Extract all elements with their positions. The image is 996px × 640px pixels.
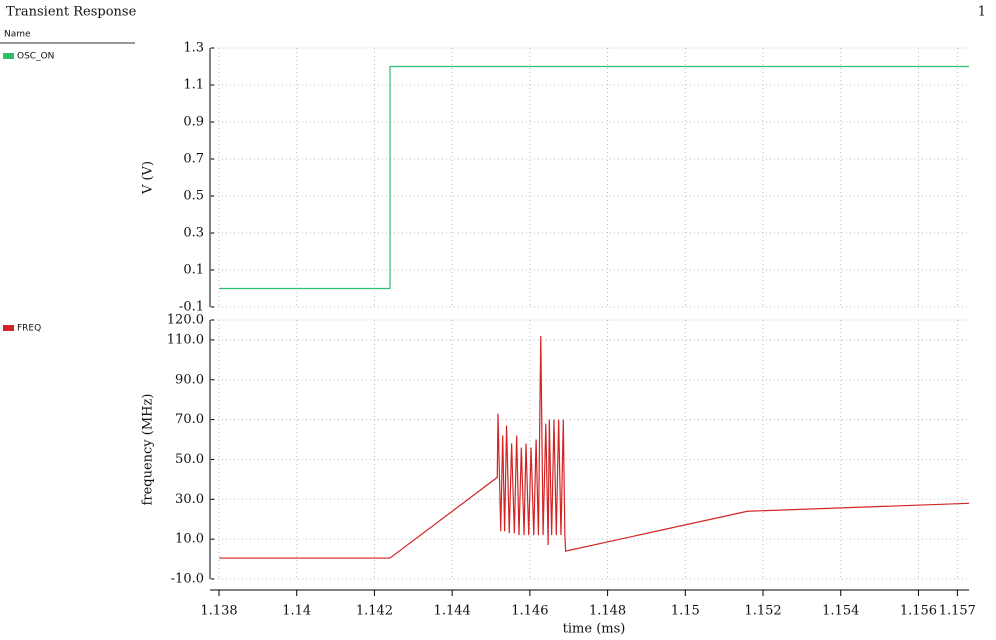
legend-label: FREQ: [17, 324, 41, 334]
series-line: [219, 65, 969, 290]
y-tick-label: 0.1: [183, 263, 204, 278]
window-title: Transient Response: [6, 5, 137, 20]
y-axis-title: V (V): [141, 161, 156, 195]
y-tick-label: 0.3: [183, 226, 204, 241]
legend-header: Name: [4, 30, 31, 40]
y-tick-label: 0.5: [183, 189, 204, 204]
legend-swatch: [3, 325, 14, 331]
x-axis-title: time (ms): [563, 622, 626, 637]
y-tick-label: -0.1: [179, 300, 204, 315]
x-tick-label: 1.144: [434, 604, 471, 619]
x-tick-label: 1.146: [511, 604, 548, 619]
legend-label: OSC_ON: [17, 52, 54, 62]
y-tick-label: 70.0: [175, 412, 204, 427]
y-tick-label: -10.0: [171, 572, 204, 587]
x-tick-label: 1.142: [356, 604, 393, 619]
x-tick-label: 1.15: [671, 604, 700, 619]
x-tick-label: 1.156: [900, 604, 937, 619]
y-axis-title: frequency (MHz): [141, 394, 156, 506]
x-tick-label: 1.157: [939, 604, 976, 619]
y-tick-label: 110.0: [167, 332, 204, 347]
x-tick-label: 1.154: [822, 604, 859, 619]
y-tick-label: 10.0: [175, 532, 204, 547]
y-tick-label: 1.1: [183, 78, 204, 93]
y-tick-label: 30.0: [175, 492, 204, 507]
y-tick-label: 0.7: [183, 152, 204, 167]
x-tick-label: 1.148: [589, 604, 626, 619]
x-tick-label: 1.14: [282, 604, 311, 619]
x-tick-label: 1.138: [200, 604, 237, 619]
y-tick-label: 1.3: [183, 41, 204, 56]
series-line: [219, 335, 970, 559]
legend-swatch: [3, 53, 14, 59]
page-number: 1: [978, 5, 986, 20]
y-tick-label: 50.0: [175, 452, 204, 467]
x-tick-label: 1.152: [744, 604, 781, 619]
y-tick-label: 90.0: [175, 372, 204, 387]
y-tick-label: 0.9: [183, 115, 204, 130]
y-tick-label: 120.0: [167, 313, 204, 328]
